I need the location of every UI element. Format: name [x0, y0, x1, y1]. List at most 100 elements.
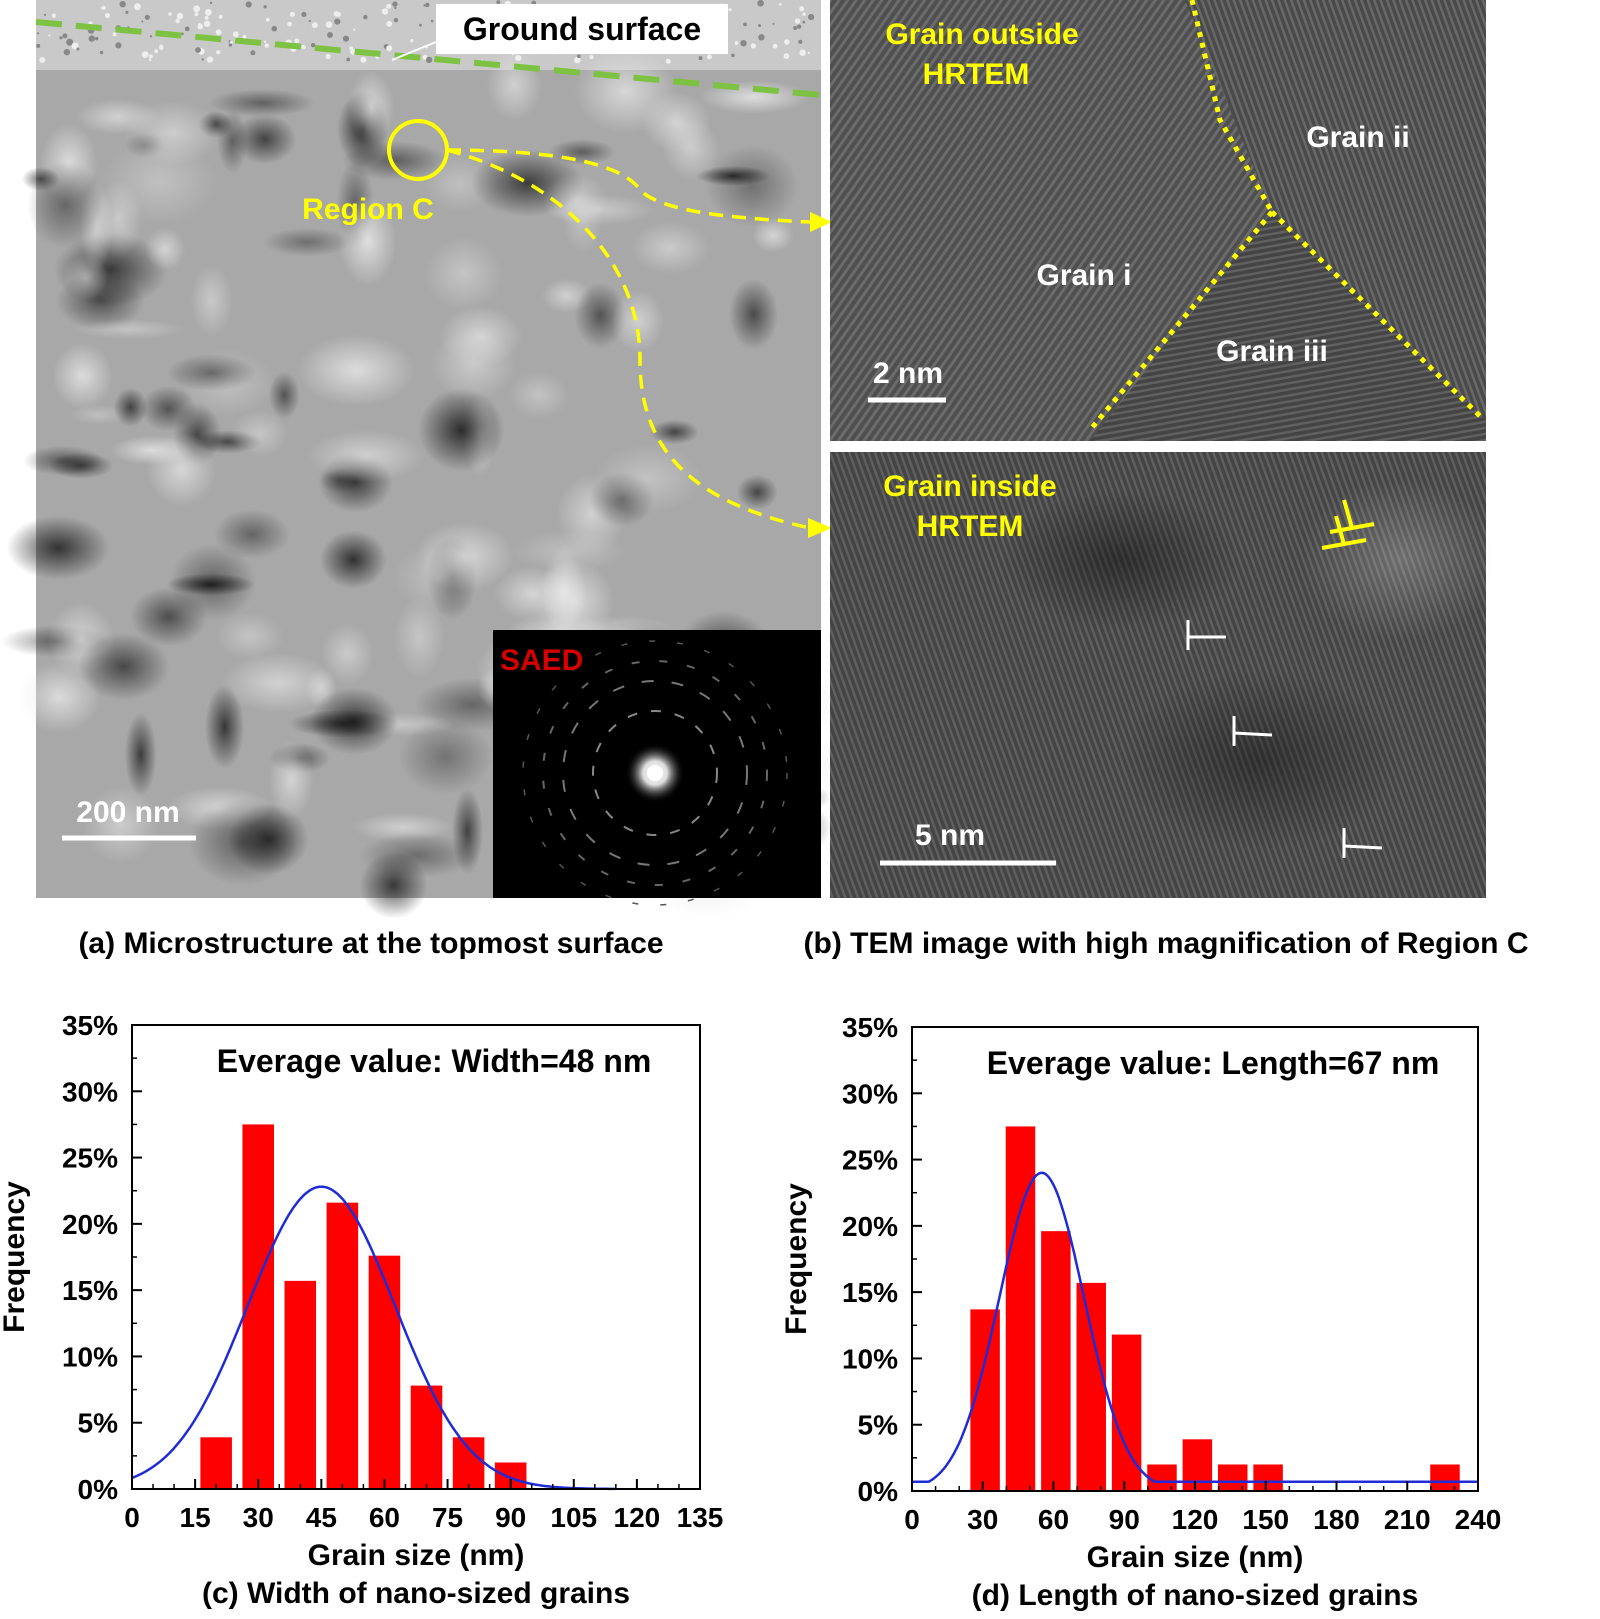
surface-speckle	[750, 43, 757, 49]
surface-speckle	[112, 32, 117, 37]
surface-speckle	[515, 54, 522, 62]
surface-speckle	[740, 40, 747, 47]
chart-c-xtick-label: 105	[550, 1502, 597, 1533]
surface-speckle	[342, 35, 350, 42]
chart-d-caption: (d) Length of nano-sized grains	[972, 1579, 1419, 1612]
texture-blob	[167, 354, 257, 392]
chart-d-ytick-label: 30%	[842, 1078, 898, 1109]
chart-c-fit-curve	[131, 1185, 615, 1491]
texture-blob	[268, 371, 300, 420]
grain-iii-label: Grain iii	[1216, 335, 1328, 368]
texture-blob	[321, 623, 374, 685]
texture-blob	[63, 254, 109, 301]
texture-blob	[574, 282, 626, 349]
texture-blob	[125, 100, 221, 166]
surface-speckle	[201, 58, 204, 61]
surface-speckle	[808, 51, 811, 55]
surface-speckle	[263, 40, 267, 43]
surface-speckle	[232, 31, 239, 38]
chart-d-bar-5	[1147, 1464, 1177, 1491]
surface-speckle	[115, 42, 122, 49]
chart-c-ytick-label: 5%	[78, 1408, 119, 1439]
chart-c-ytick-label: 0%	[78, 1474, 119, 1505]
texture-blob	[233, 114, 297, 165]
surface-speckle	[793, 26, 798, 30]
scale-bar-a-label: 200 nm	[76, 796, 179, 829]
grain-i-label: Grain i	[1036, 259, 1131, 292]
chart-c-ytick-label: 10%	[62, 1341, 118, 1372]
connector-arrow-bottom	[808, 518, 832, 538]
connector-arrow-top	[810, 212, 832, 232]
texture-blob	[338, 196, 397, 286]
surface-speckle	[43, 13, 47, 16]
surface-speckle	[325, 53, 331, 60]
chart-c-ylabel: Frequency	[0, 1181, 31, 1333]
surface-speckle	[778, 3, 782, 6]
chart-d-average-annotation: Everage value: Length=67 nm	[987, 1045, 1440, 1081]
surface-speckle	[698, 56, 703, 61]
surface-speckle	[184, 26, 190, 32]
chart-d-ytick-label: 20%	[842, 1211, 898, 1242]
texture-blob	[204, 684, 245, 769]
surface-speckle	[731, 53, 735, 58]
surface-speckle	[325, 21, 333, 28]
surface-speckle	[206, 56, 214, 63]
surface-speckle	[204, 8, 212, 16]
surface-speckle	[757, 0, 764, 7]
chart-d-xtick-label: 120	[1172, 1504, 1219, 1535]
surface-speckle	[181, 32, 184, 36]
chart-d-bar-2	[1041, 1231, 1071, 1491]
hrtem-outside-title-2: HRTEM	[923, 58, 1030, 91]
texture-blob	[630, 221, 711, 275]
texture-blob	[752, 218, 794, 253]
dislocation-marker	[1186, 620, 1226, 650]
chart-d-bar-8	[1253, 1464, 1283, 1491]
surface-speckle	[333, 11, 340, 17]
surface-speckle	[772, 43, 778, 49]
texture-blob	[230, 409, 289, 458]
surface-speckle	[250, 50, 256, 56]
texture-blob	[269, 740, 314, 820]
texture-blob	[27, 160, 104, 249]
region-c-connector-top	[446, 148, 811, 224]
surface-speckle	[195, 47, 201, 53]
hrtem-inside-title-1: Grain inside	[883, 470, 1056, 503]
surface-speckle	[386, 20, 393, 27]
chart-d-xtick-label: 90	[1109, 1504, 1140, 1535]
surface-speckle	[193, 5, 201, 13]
texture-blob	[543, 173, 609, 225]
chart-c-xlabel: Grain size (nm)	[308, 1539, 525, 1572]
chart-c-ytick-label: 20%	[62, 1209, 118, 1240]
texture-blob	[214, 509, 290, 559]
texture-blob	[144, 227, 186, 271]
surface-speckle	[245, 1, 252, 8]
texture-blob	[541, 548, 586, 635]
surface-speckle	[218, 14, 223, 19]
chart-c-xtick-label: 45	[306, 1502, 337, 1533]
surface-speckle	[209, 1, 213, 5]
chart-c-ytick-label: 30%	[62, 1076, 118, 1107]
chart-c-bar-0	[200, 1437, 232, 1489]
chart-c-xtick-label: 90	[495, 1502, 526, 1533]
chart-c-xtick-label: 15	[180, 1502, 211, 1533]
surface-speckle	[203, 20, 211, 27]
region-c-connector-bottom	[446, 148, 811, 530]
surface-speckle	[287, 21, 292, 27]
surface-speckle	[99, 50, 104, 55]
dislocation-marker	[1342, 828, 1383, 858]
texture-blob	[165, 573, 255, 596]
surface-speckle	[141, 51, 149, 58]
surface-speckle	[242, 34, 247, 40]
texture-blob	[310, 687, 398, 755]
surface-speckle	[48, 34, 51, 37]
surface-speckle	[706, 54, 712, 60]
ground-surface-label-box	[436, 4, 728, 54]
surface-speckle	[119, 0, 126, 8]
surface-speckle	[665, 58, 671, 64]
surface-speckle	[799, 6, 805, 12]
surface-speckle	[294, 38, 300, 44]
chart-c-caption: (c) Width of nano-sized grains	[202, 1577, 630, 1610]
caption-a: (a) Microstructure at the topmost surfac…	[78, 927, 663, 960]
ground-surface-pointer	[391, 41, 437, 61]
